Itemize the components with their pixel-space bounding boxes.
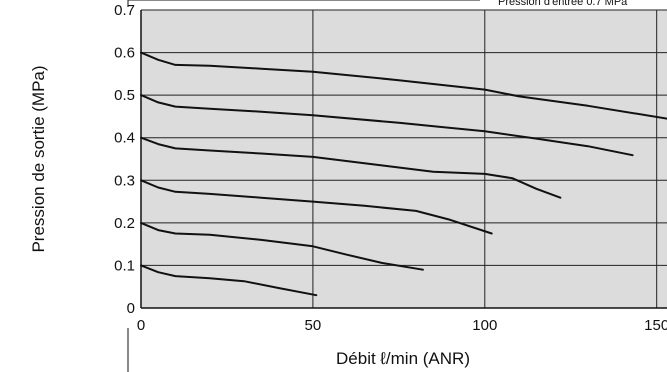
y-tick-label: 0 xyxy=(127,300,135,317)
y-tick-label: 0.2 xyxy=(114,215,135,232)
x-tick-label: 0 xyxy=(137,317,145,334)
y-tick-label: 0.3 xyxy=(114,172,135,189)
plot-area xyxy=(141,10,667,308)
x-tick-label: 150 xyxy=(644,317,667,334)
series-line-4 xyxy=(140,179,493,235)
x-tick-label: 100 xyxy=(472,317,497,334)
series-lines xyxy=(140,51,667,297)
y-tick-label: 0.7 xyxy=(114,2,135,19)
series-line-3 xyxy=(140,136,562,199)
y-tick-label: 0.4 xyxy=(114,130,135,147)
y-tick-label: 0.1 xyxy=(114,257,135,274)
y-tick-label: 0.6 xyxy=(114,45,135,62)
series-line-2 xyxy=(140,94,634,157)
x-axis-title: Débit ℓ/min (ANR) xyxy=(336,349,470,368)
tick-labels: 0 0.1 0.2 0.3 0.4 0.5 0.6 0.7 0 50 100 150 xyxy=(114,2,667,334)
axes xyxy=(140,10,667,309)
y-tick-label: 0.5 xyxy=(114,87,135,104)
x-tick-label: 50 xyxy=(305,317,322,334)
y-axis-title: Pression de sortie (MPa) xyxy=(29,65,48,252)
grid-lines xyxy=(141,9,667,308)
series-line-5 xyxy=(140,221,424,271)
chart-header-fragment: Pression d'entrée 0.7 MPa xyxy=(498,0,628,8)
series-line-1 xyxy=(140,51,667,120)
series-line-6 xyxy=(140,264,318,297)
